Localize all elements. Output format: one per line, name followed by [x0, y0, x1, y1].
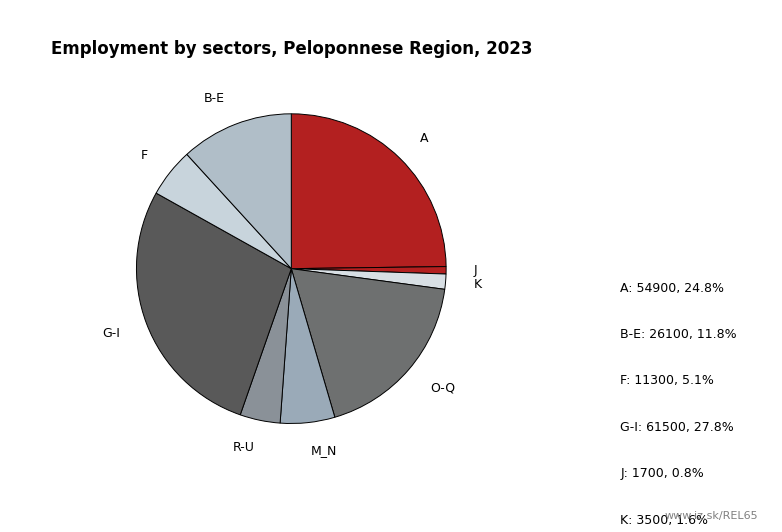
- Text: J: 1700, 0.8%: J: 1700, 0.8%: [620, 467, 704, 480]
- Wedge shape: [156, 154, 291, 269]
- Wedge shape: [291, 269, 446, 289]
- Text: K: K: [473, 278, 482, 290]
- Text: J: J: [474, 264, 478, 277]
- Text: G-I: G-I: [102, 327, 120, 340]
- Wedge shape: [280, 269, 335, 423]
- Wedge shape: [187, 114, 292, 269]
- Text: B-E: B-E: [204, 92, 225, 105]
- Wedge shape: [240, 269, 291, 423]
- Text: O-Q: O-Q: [430, 381, 455, 394]
- Wedge shape: [291, 114, 446, 269]
- Text: www.iz.sk/REL65: www.iz.sk/REL65: [665, 511, 759, 521]
- Text: A: 54900, 24.8%: A: 54900, 24.8%: [620, 281, 724, 295]
- Text: R-U: R-U: [232, 441, 254, 454]
- Title: Employment by sectors, Peloponnese Region, 2023: Employment by sectors, Peloponnese Regio…: [51, 40, 532, 59]
- Wedge shape: [291, 269, 445, 417]
- Text: K: 3500, 1.6%: K: 3500, 1.6%: [620, 514, 708, 527]
- Text: M_N: M_N: [310, 444, 337, 457]
- Text: F: 11300, 5.1%: F: 11300, 5.1%: [620, 375, 714, 387]
- Text: A: A: [420, 132, 428, 145]
- Text: B-E: 26100, 11.8%: B-E: 26100, 11.8%: [620, 328, 737, 341]
- Text: F: F: [141, 148, 148, 162]
- Wedge shape: [291, 267, 447, 274]
- Text: G-I: 61500, 27.8%: G-I: 61500, 27.8%: [620, 421, 734, 434]
- Wedge shape: [137, 193, 291, 415]
